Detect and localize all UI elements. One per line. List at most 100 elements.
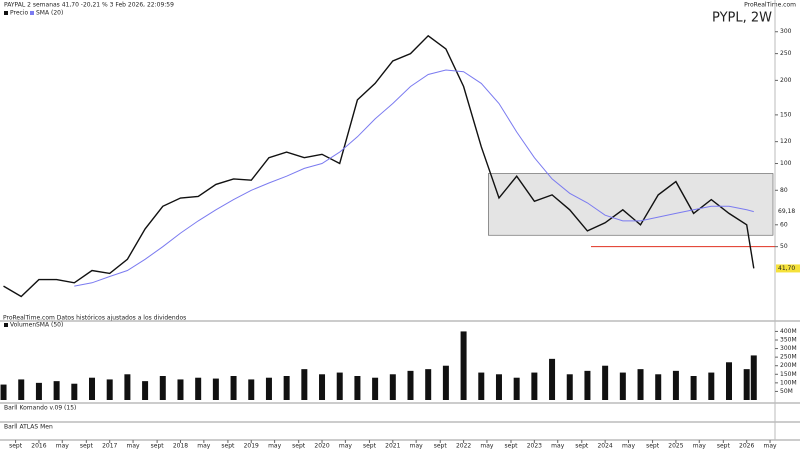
panel-title: Barll Komando v.09 (15) xyxy=(4,405,76,412)
x-tick-label: 2017 xyxy=(102,443,117,450)
last-value-label: 41,70 xyxy=(778,265,795,272)
x-tick-label: 2022 xyxy=(456,443,471,450)
y-tick-label: 400M xyxy=(780,328,797,335)
x-tick-label: may xyxy=(693,443,707,450)
legend-entry: Precio xyxy=(10,10,29,17)
volume-bar xyxy=(389,374,396,400)
x-tick-label: may xyxy=(410,443,424,450)
x-tick-label: may xyxy=(56,443,70,450)
volume-bar xyxy=(336,372,343,400)
volume-bar xyxy=(743,369,750,400)
y-tick-label: 350M xyxy=(780,337,797,344)
y-tick-label: 200 xyxy=(780,77,792,84)
volume-bar xyxy=(690,376,697,400)
volume-bar xyxy=(124,374,131,400)
y-tick-label: 300M xyxy=(780,345,797,352)
y-tick-label: 100M xyxy=(780,379,797,386)
y-tick-label: 200M xyxy=(780,362,797,369)
volume-bar xyxy=(265,377,272,400)
x-tick-label: 2026 xyxy=(739,443,754,450)
volume-bar xyxy=(425,369,432,400)
y-tick-label: 50 xyxy=(780,243,788,250)
x-tick-label: 2019 xyxy=(244,443,259,450)
y-tick-label: 80 xyxy=(780,187,788,194)
last-value-box xyxy=(776,264,800,273)
panel-title: Barll ATLAS Men xyxy=(4,424,53,431)
volume-bar xyxy=(566,374,573,400)
volume-bar xyxy=(195,377,202,400)
footnote: ProRealTime.com Datos históricos ajustad… xyxy=(3,315,186,322)
x-tick-label: sept xyxy=(434,443,448,450)
volume-bar xyxy=(708,372,715,400)
volume-bar xyxy=(531,372,538,400)
x-tick-label: 2016 xyxy=(31,443,46,450)
volume-bar xyxy=(655,374,662,400)
x-tick-label: sept xyxy=(151,443,165,450)
legend-entry: SMA (50) xyxy=(36,322,63,329)
x-tick-label: sept xyxy=(80,443,94,450)
y-tick-label: 50M xyxy=(780,388,793,395)
last-value-box xyxy=(776,207,800,216)
x-tick-label: may xyxy=(551,443,565,450)
x-tick-label: sept xyxy=(292,443,306,450)
volume-bar xyxy=(442,365,449,400)
volume-bar xyxy=(513,377,520,400)
volume-bar xyxy=(619,372,626,400)
x-tick-label: may xyxy=(339,443,353,450)
x-tick-label: 2020 xyxy=(314,443,329,450)
x-tick-label: sept xyxy=(363,443,377,450)
x-tick-label: 2024 xyxy=(597,443,612,450)
series-line xyxy=(74,69,754,287)
x-tick-label: sept xyxy=(505,443,519,450)
volume-bar xyxy=(0,384,7,400)
brand: ProRealTime.com xyxy=(744,2,796,9)
y-tick-label: 250 xyxy=(780,50,792,57)
legend-entry: SMA (20) xyxy=(36,10,63,17)
y-tick-label: 60 xyxy=(780,221,788,228)
volume-bar xyxy=(230,376,237,400)
x-tick-label: may xyxy=(622,443,636,450)
legend-swatch xyxy=(30,11,34,15)
volume-bar xyxy=(89,377,96,400)
volume-bar xyxy=(584,370,591,400)
x-tick-label: 2023 xyxy=(527,443,542,450)
x-tick-label: may xyxy=(268,443,282,450)
last-value-label: 69,18 xyxy=(778,208,795,215)
volume-bar xyxy=(53,381,60,400)
x-tick-label: may xyxy=(127,443,141,450)
volume-bar xyxy=(35,382,42,400)
volume-bar xyxy=(460,331,467,400)
volume-bar xyxy=(106,379,113,400)
x-tick-label: 2018 xyxy=(173,443,188,450)
x-tick-label: may xyxy=(480,443,494,450)
volume-bar xyxy=(177,379,184,400)
volume-bar xyxy=(212,378,219,400)
volume-bar xyxy=(478,372,485,400)
volume-bar xyxy=(372,377,379,400)
volume-bar xyxy=(750,355,757,400)
volume-bar xyxy=(71,383,78,400)
legend-swatch xyxy=(4,323,8,327)
volume-bar xyxy=(672,370,679,400)
volume-bar xyxy=(602,365,609,400)
volume-bar xyxy=(18,379,25,400)
volume-bar xyxy=(637,369,644,400)
legend-swatch xyxy=(4,11,8,15)
x-tick-label: may xyxy=(197,443,211,450)
volume-bar xyxy=(354,376,361,400)
volume-bar xyxy=(495,374,502,400)
volume-bar xyxy=(159,376,166,400)
x-tick-label: sept xyxy=(717,443,731,450)
x-tick-label: sept xyxy=(646,443,660,450)
x-tick-label: sept xyxy=(9,443,23,450)
x-tick-label: may xyxy=(764,443,778,450)
chart-title: PYPL, 2W xyxy=(712,11,772,26)
volume-bar xyxy=(301,369,308,400)
x-tick-label: sept xyxy=(575,443,589,450)
y-tick-label: 120 xyxy=(780,138,792,145)
volume-bar xyxy=(142,381,149,400)
volume-bar xyxy=(283,376,290,400)
volume-bar xyxy=(248,379,255,400)
series-line xyxy=(3,34,755,298)
